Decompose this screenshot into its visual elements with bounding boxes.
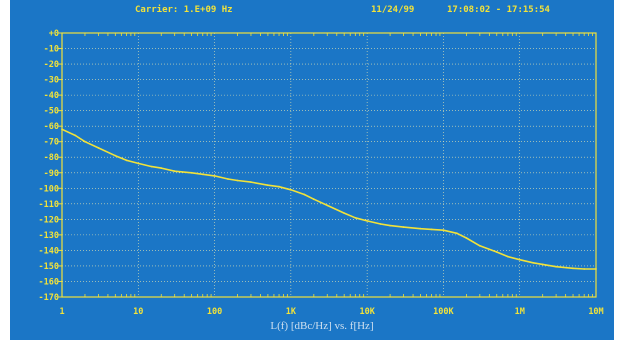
y-tick-label: -100 [39, 184, 59, 194]
trace-point [379, 223, 382, 225]
y-tick-label: -120 [39, 215, 59, 225]
trace-point [354, 216, 357, 219]
y-tick-label: -160 [39, 277, 59, 287]
plot-border [61, 32, 597, 298]
trace-point [97, 147, 100, 149]
y-tick-label: -50 [44, 107, 59, 117]
trace-point [402, 226, 405, 229]
trace-point [61, 128, 63, 131]
trace-point [343, 212, 346, 215]
trace-point [278, 185, 280, 188]
trace-point [572, 267, 574, 270]
trace-point [366, 220, 368, 222]
y-tick-label: -90 [44, 169, 59, 179]
trace-point [312, 198, 315, 201]
y-tick-label: -130 [39, 231, 59, 241]
date-label: 11/24/99 [371, 5, 414, 15]
y-tick-label: -140 [39, 246, 59, 256]
plot-frame [61, 32, 597, 298]
phase-noise-plot: Carrier: 1.E+09 Hz 11/24/99 17:08:02 - 1… [39, 4, 604, 332]
trace-point [389, 224, 391, 227]
x-tick-label: 100K [433, 307, 454, 317]
trace-point [456, 232, 458, 235]
analyzer-screen: Carrier: 1.E+09 Hz 11/24/99 17:08:02 - 1… [10, 0, 614, 340]
trace-point [190, 171, 193, 174]
phase-noise-trace [61, 128, 596, 270]
trace-point [555, 265, 557, 268]
y-tick-label: -170 [39, 293, 59, 303]
trace-point [213, 175, 216, 177]
trace-point [250, 181, 252, 184]
x-axis-ticks: 1 10 100 1K 10K 100K 1M 10M [59, 33, 604, 317]
x-tick-label: 10K [359, 307, 375, 317]
trace-point [201, 173, 204, 176]
y-tick-label: +0 [49, 29, 59, 39]
trace-point [478, 244, 481, 247]
x-tick-label: 10M [588, 307, 603, 317]
y-tick-label: -30 [44, 76, 59, 86]
y-tick-label: -70 [44, 138, 59, 148]
trace-point [595, 268, 597, 270]
trace-point [326, 204, 329, 207]
trace-point [267, 184, 269, 187]
y-tick-label: -150 [39, 262, 59, 272]
trace-point [442, 229, 445, 232]
y-tick-label: -10 [44, 45, 59, 55]
carrier-label: Carrier: 1.E+09 Hz [135, 4, 233, 15]
time-range-label: 17:08:02 - 17:15:54 [447, 5, 551, 15]
y-axis-ticks: +0 -10 -20 -30 -40 -50 -60 -70 -80 -90 -100 -110 -12… [39, 29, 62, 303]
trace-point [84, 140, 86, 143]
trace-point [532, 261, 534, 264]
trace-layer [61, 128, 597, 270]
trace-point [114, 154, 117, 157]
y-tick-label: -110 [39, 200, 59, 210]
trace-point [518, 258, 521, 261]
x-tick-label: 1M [515, 307, 525, 317]
trace-point [583, 268, 586, 270]
trace-point [419, 227, 422, 230]
trace-point [160, 167, 163, 170]
x-axis-label: L(f) [dBc/Hz] vs. f[Hz] [270, 320, 373, 332]
x-tick-label: 10 [133, 307, 143, 317]
y-tick-label: -60 [44, 122, 59, 132]
y-tick-label: -80 [44, 153, 59, 163]
trace-point [541, 263, 544, 266]
trace-point [137, 162, 140, 165]
x-tick-label: 1 [59, 307, 64, 317]
trace-point [227, 178, 229, 180]
trace-point [125, 159, 128, 162]
trace-point [465, 237, 468, 239]
y-tick-label: -40 [44, 91, 59, 101]
trace-point [150, 165, 153, 168]
trace-point [236, 179, 239, 182]
trace-point [495, 251, 498, 253]
trace-point [290, 188, 292, 191]
trace-point [303, 193, 306, 196]
x-tick-label: 1K [286, 307, 297, 317]
trace-point [74, 134, 77, 137]
y-tick-label: -20 [44, 60, 59, 70]
trace-point [173, 170, 176, 173]
trace-point [430, 228, 433, 231]
trace-point [507, 255, 509, 258]
x-tick-label: 100 [207, 307, 222, 317]
